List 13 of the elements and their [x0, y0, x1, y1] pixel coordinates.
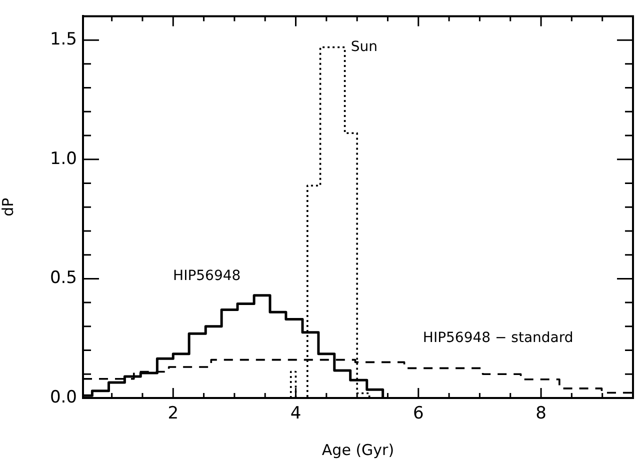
y-tick-label: 0.0: [50, 387, 77, 408]
x-tick-label: 6: [412, 404, 424, 424]
y-tick-label: 1.5: [50, 29, 77, 50]
series-label: HIP56948: [173, 268, 241, 284]
y-tick-label: 0.5: [50, 268, 77, 288]
y-tick-label: 1.0: [50, 148, 77, 169]
x-tick-label: 4: [290, 404, 302, 424]
series-label: HIP56948 − standard: [422, 330, 574, 346]
y-axis-title: dP: [0, 198, 17, 216]
x-tick-label: 8: [536, 404, 546, 424]
x-tick-label: 2: [168, 404, 179, 424]
series-label: Sun: [350, 38, 378, 55]
x-axis-title: Age (Gyr): [322, 440, 394, 459]
